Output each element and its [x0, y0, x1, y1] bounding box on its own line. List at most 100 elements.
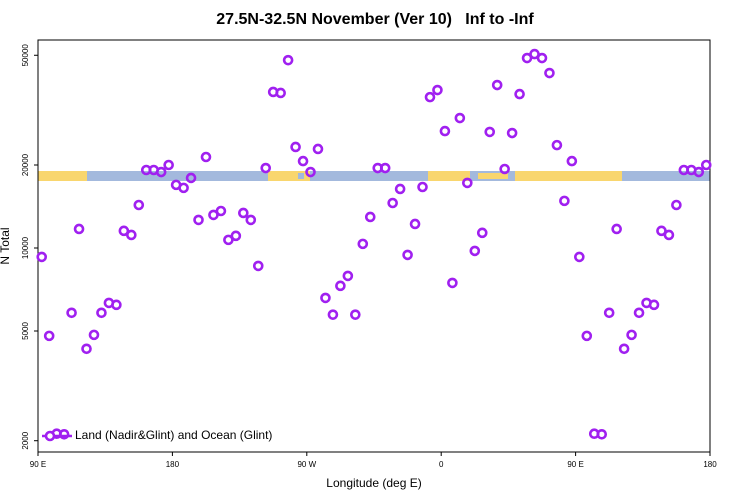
- data-point: [596, 428, 608, 440]
- land-band: [478, 173, 508, 179]
- data-point: [297, 155, 309, 167]
- y-tick-label: 50000: [21, 44, 30, 67]
- data-point: [432, 84, 443, 96]
- y-tick-label: 10000: [21, 236, 30, 259]
- data-point: [88, 329, 100, 341]
- data-point: [566, 155, 578, 167]
- data-point: [282, 54, 294, 66]
- data-point: [36, 251, 48, 263]
- data-point: [43, 330, 55, 342]
- data-point: [611, 223, 622, 235]
- data-point: [700, 159, 712, 171]
- x-tick-label: 180: [166, 460, 180, 469]
- data-point: [133, 199, 145, 211]
- data-point: [290, 141, 301, 153]
- data-point: [200, 151, 212, 163]
- data-point: [574, 251, 585, 263]
- data-point: [469, 245, 481, 257]
- data-point: [633, 307, 645, 319]
- ocean-band: [622, 171, 710, 181]
- data-point: [193, 214, 204, 226]
- data-point: [275, 87, 286, 99]
- data-point: [327, 309, 339, 320]
- data-point: [163, 159, 174, 171]
- data-point: [514, 88, 525, 100]
- data-point: [536, 52, 548, 64]
- x-tick-label: 90 E: [30, 460, 46, 469]
- data-point: [544, 67, 555, 79]
- data-point: [387, 197, 398, 209]
- ocean-band: [298, 173, 304, 179]
- data-point: [335, 280, 346, 292]
- data-point: [364, 211, 376, 223]
- data-point: [491, 79, 503, 91]
- data-point: [320, 292, 331, 304]
- data-point: [178, 182, 189, 194]
- data-point: [312, 143, 324, 155]
- data-point: [439, 125, 451, 137]
- data-point: [648, 299, 660, 311]
- x-tick-label: 90 W: [297, 460, 316, 469]
- legend-item: Land (Nadir&Glint) and Ocean (Glint): [42, 428, 272, 442]
- data-point: [454, 112, 466, 124]
- ocean-band: [87, 171, 268, 181]
- ocean-band: [310, 171, 428, 181]
- data-point: [476, 227, 488, 239]
- data-point: [350, 309, 361, 320]
- legend-label: Land (Nadir&Glint) and Ocean (Glint): [75, 428, 272, 442]
- data-point: [126, 229, 137, 241]
- data-point: [245, 214, 257, 226]
- data-point: [118, 225, 130, 237]
- data-point: [499, 163, 510, 175]
- data-point: [394, 183, 406, 195]
- x-tick-label: 90 E: [567, 460, 583, 469]
- data-point: [230, 230, 242, 242]
- data-point: [357, 238, 369, 250]
- data-point: [424, 91, 436, 103]
- y-tick-label: 2000: [21, 431, 30, 449]
- data-point: [66, 307, 77, 319]
- data-point: [111, 299, 122, 311]
- data-point: [559, 195, 570, 207]
- data-point: [223, 234, 234, 246]
- data-point: [626, 329, 637, 341]
- x-tick-label: 180: [703, 460, 717, 469]
- data-point: [402, 249, 413, 261]
- land-band: [515, 171, 622, 181]
- y-tick-label: 20000: [21, 153, 30, 176]
- x-axis-label: Longitude (deg E): [326, 476, 421, 490]
- data-point: [73, 223, 85, 235]
- data-point: [656, 225, 667, 237]
- data-point: [342, 270, 354, 282]
- data-point: [551, 139, 563, 151]
- data-point: [409, 218, 421, 230]
- data-point: [663, 229, 675, 241]
- data-point: [506, 127, 518, 139]
- data-point: [581, 330, 593, 342]
- data-point: [96, 307, 107, 319]
- data-point: [379, 162, 391, 174]
- data-point: [305, 166, 316, 178]
- x-tick-label: 0: [439, 460, 444, 469]
- data-point: [417, 181, 428, 193]
- data-point: [58, 428, 70, 440]
- data-point: [462, 177, 473, 189]
- legend-marker: [44, 430, 56, 442]
- data-point: [693, 166, 705, 178]
- data-point: [447, 277, 458, 289]
- y-tick-label: 5000: [21, 322, 30, 340]
- data-point: [252, 260, 264, 272]
- data-point: [671, 199, 682, 211]
- plot-frame: [37, 39, 711, 453]
- data-point: [155, 166, 167, 178]
- land-band: [38, 171, 87, 181]
- y-axis-label: N Total: [0, 227, 12, 264]
- land-band: [268, 171, 310, 181]
- data-point: [81, 343, 92, 355]
- data-point: [603, 307, 615, 319]
- land-band: [428, 171, 470, 181]
- data-point: [215, 205, 227, 217]
- data-point: [618, 343, 630, 355]
